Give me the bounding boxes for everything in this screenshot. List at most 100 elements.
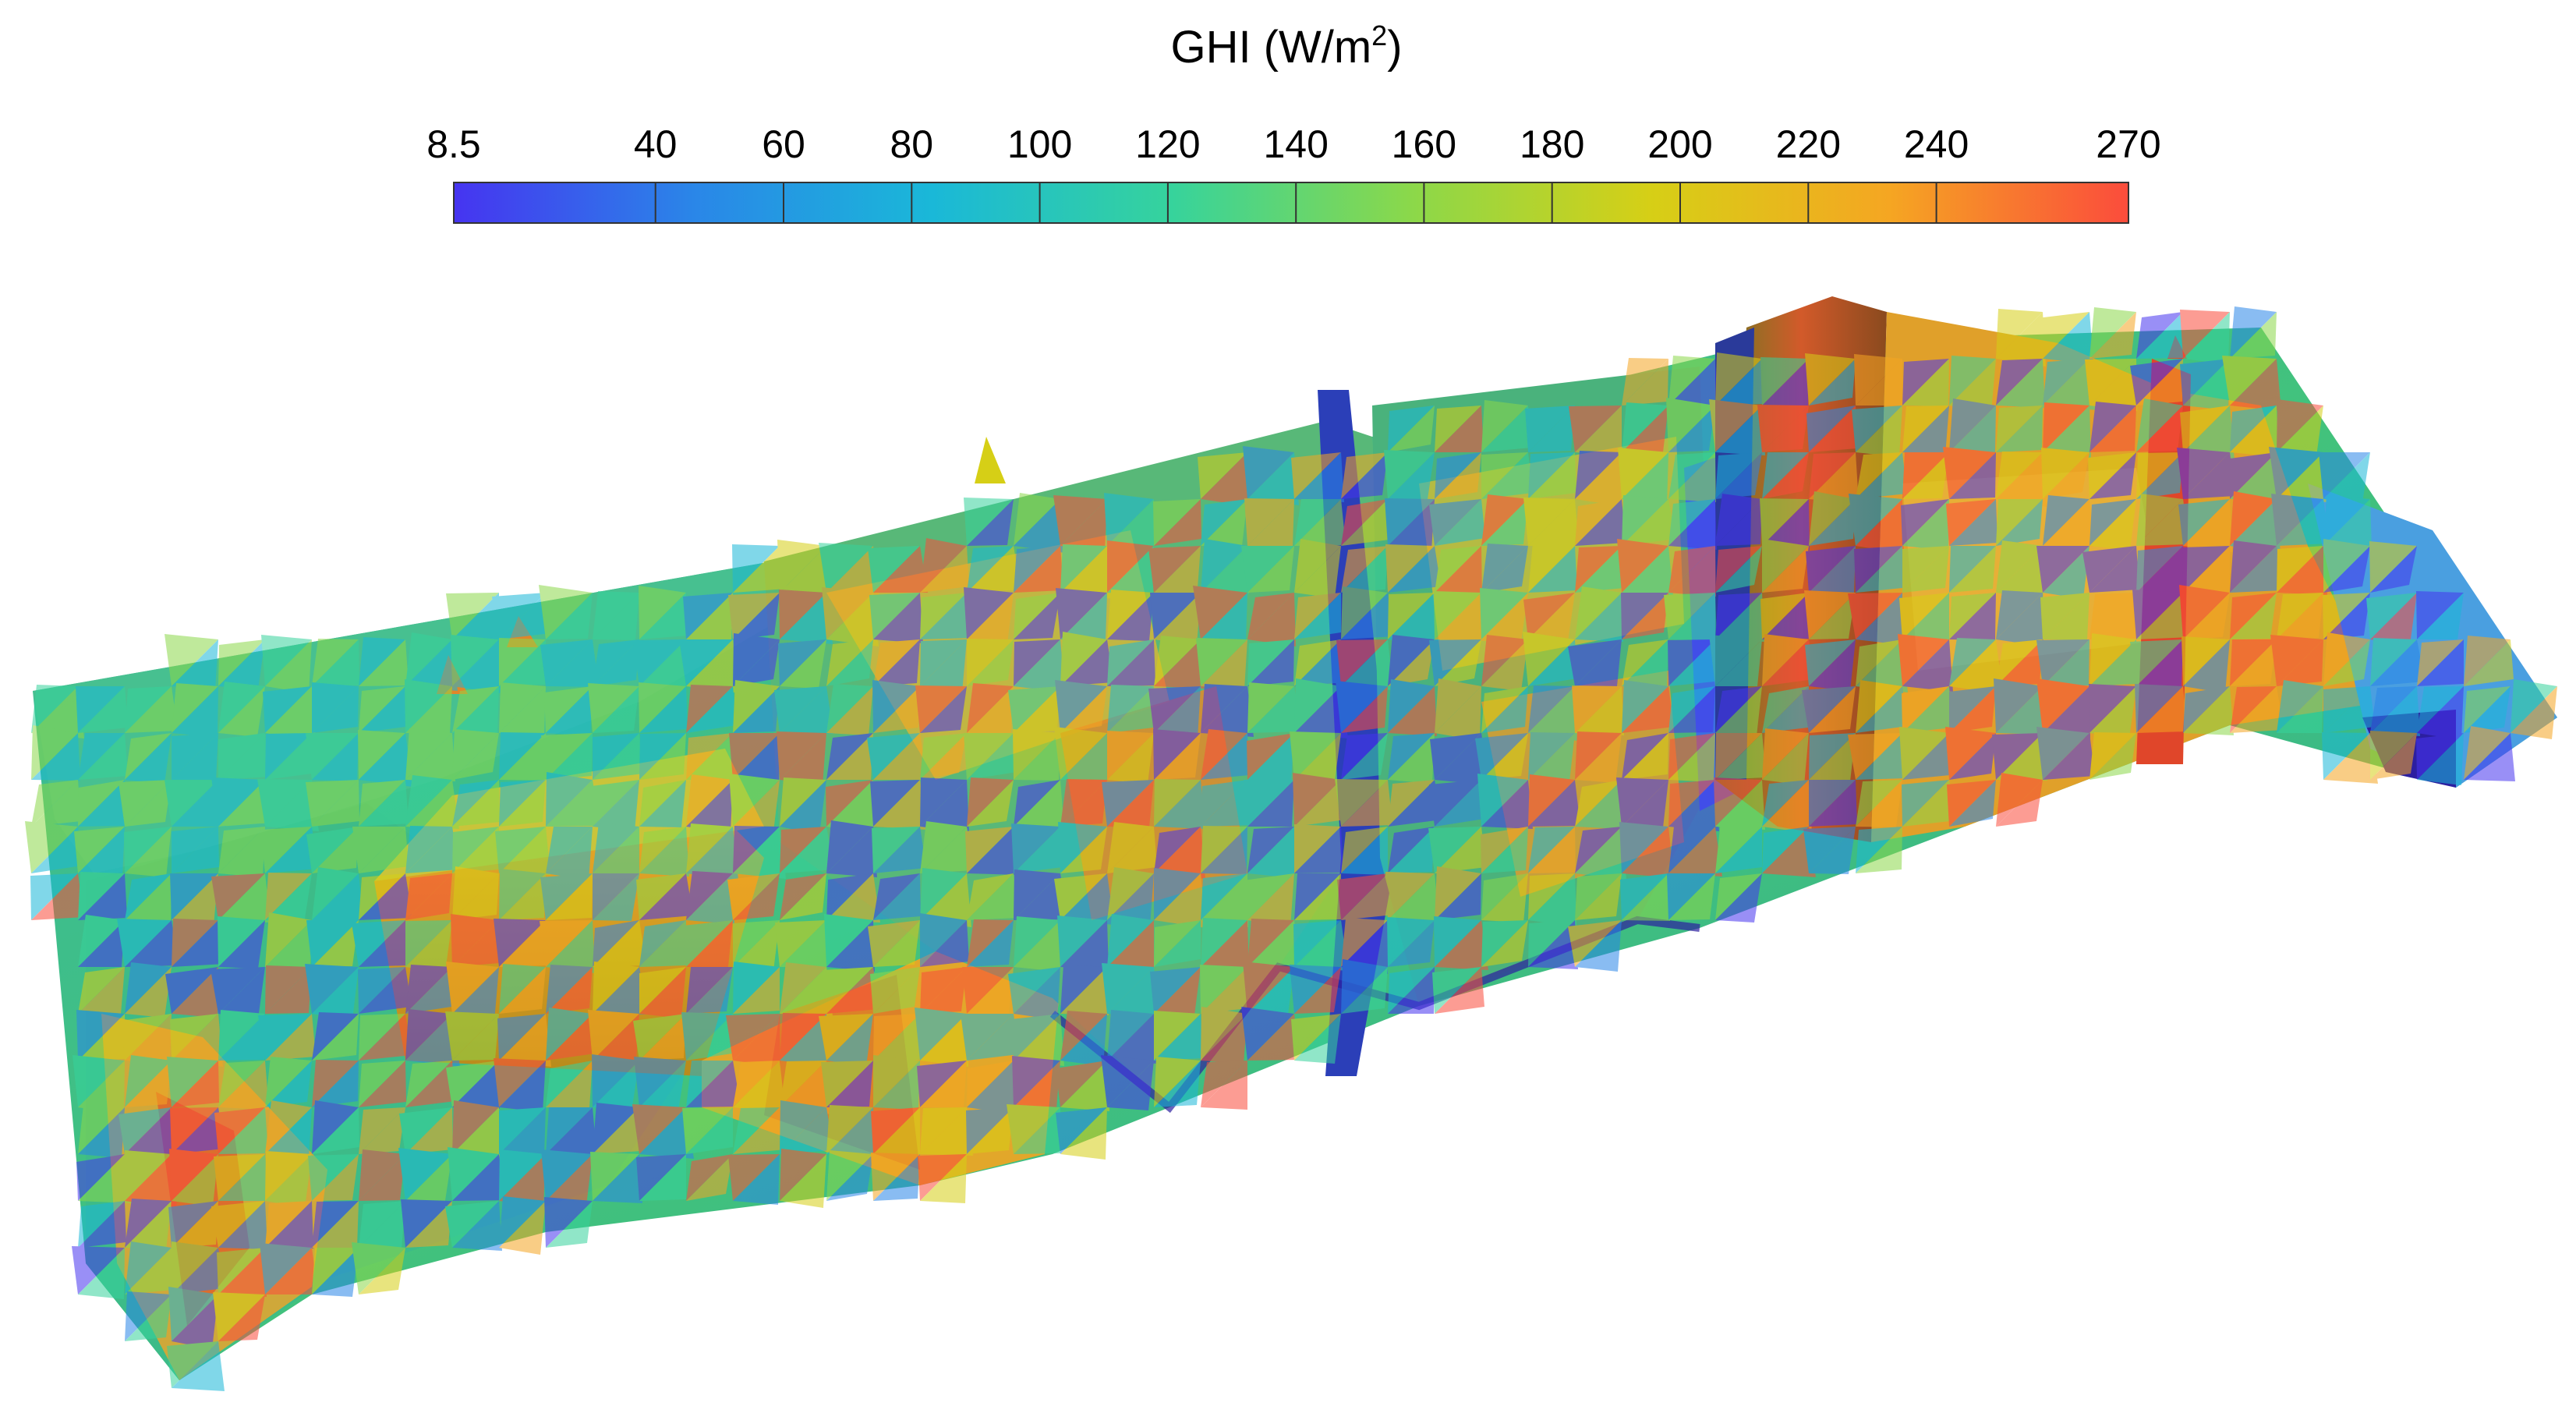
mesh-triangle [1247, 827, 1294, 878]
mesh-triangle [1849, 494, 1902, 546]
mesh-triangle [265, 1057, 312, 1107]
mesh-triangle [826, 639, 873, 686]
mesh-triangle [1715, 406, 1765, 455]
mesh-triangle [260, 1243, 312, 1294]
mesh-triangle [593, 591, 639, 639]
colorbar-tick-label: 120 [1135, 122, 1200, 166]
mesh-triangle [2183, 312, 2230, 364]
colorbar-tick-label: 270 [2096, 122, 2160, 166]
mesh-triangle [1060, 499, 1107, 551]
mesh-triangle [2089, 452, 2136, 499]
mesh-triangle [1435, 866, 1481, 920]
mesh-triangle [452, 827, 499, 873]
mesh-triangle [125, 1107, 172, 1156]
colorbar-tick-label: 80 [890, 122, 933, 166]
mesh-triangle [165, 967, 218, 1014]
mesh-triangle [265, 1014, 316, 1061]
mesh-triangle [1154, 1057, 1201, 1107]
mesh-triangle [78, 1061, 125, 1114]
mesh-triangle [1949, 780, 1996, 827]
mesh-triangle [1949, 406, 1996, 452]
mesh-triangle [964, 587, 1014, 639]
mesh-triangle [639, 733, 686, 780]
mesh-triangle [1294, 1014, 1341, 1064]
mesh-triangle [78, 915, 125, 967]
mesh-triangle [211, 1201, 265, 1248]
mesh-triangle [686, 1014, 733, 1061]
mesh-triangle [593, 733, 643, 780]
mesh-triangle [1014, 1061, 1060, 1109]
mesh-triangle [777, 540, 826, 593]
mesh-triangle [1481, 920, 1528, 967]
mesh-triangle [78, 872, 125, 920]
mesh-triangle [967, 733, 1017, 780]
mesh-triangle [1760, 498, 1809, 546]
mesh-triangle [125, 873, 172, 923]
mesh-triangle [2179, 585, 2230, 639]
mesh-triangle [257, 779, 312, 827]
mesh-triangle [499, 964, 546, 1014]
mesh-triangle [639, 780, 686, 827]
mesh-triangle [1715, 352, 1762, 406]
mesh-triangle [1107, 1010, 1154, 1061]
mesh-triangle [2366, 593, 2417, 639]
mesh-triangle [1201, 918, 1247, 967]
mesh-triangle [1201, 684, 1247, 733]
mesh-triangle [774, 686, 826, 733]
mesh-triangle [1809, 499, 1856, 546]
mesh-triangle [1060, 544, 1107, 593]
mesh-triangle [172, 686, 218, 738]
mesh-triangle [1053, 495, 1107, 546]
mesh-triangle [2323, 686, 2375, 733]
mesh-triangle [359, 873, 412, 920]
mesh-triangle [1902, 639, 1953, 692]
mesh-triangle [1054, 873, 1107, 920]
mesh-triangle [1525, 406, 1575, 452]
mesh-triangle [733, 639, 780, 686]
mesh-triangle [546, 772, 593, 827]
mesh-triangle [1154, 593, 1201, 646]
mesh-triangle [312, 1014, 359, 1061]
mesh-triangle [632, 1104, 686, 1154]
mesh-triangle [873, 1061, 920, 1110]
mesh-triangle [1435, 827, 1486, 873]
mesh-triangle [868, 546, 920, 593]
mesh-triangle [1294, 546, 1341, 598]
mesh-triangle [2036, 546, 2089, 593]
mesh-triangle [1809, 780, 1857, 827]
mesh-triangle [726, 1014, 780, 1061]
mesh-triangle [2136, 593, 2189, 639]
mesh-triangle [2323, 639, 2370, 686]
mesh-triangle [405, 967, 457, 1014]
mesh-triangle [1802, 686, 1856, 733]
mesh-triangle [218, 733, 269, 780]
mesh-triangle [823, 967, 873, 1014]
mesh-triangle [1902, 686, 1949, 733]
mesh-triangle [1335, 779, 1388, 827]
mesh-triangle [870, 967, 920, 1014]
mesh-triangle [967, 1014, 1019, 1061]
mesh-triangle [593, 1107, 642, 1154]
mesh-triangle [1384, 450, 1435, 499]
mesh-triangle [172, 1341, 225, 1391]
mesh-triangle [312, 1012, 359, 1061]
mesh-triangle [1856, 499, 1904, 554]
mesh-triangle [306, 733, 359, 780]
mesh-triangle [1011, 1014, 1060, 1061]
mesh-triangle [1154, 499, 1201, 546]
mesh-triangle [2277, 686, 2323, 733]
mesh-triangle [125, 733, 172, 784]
mesh-triangle [2043, 359, 2097, 410]
mesh-triangle [359, 1154, 405, 1201]
mesh-triangle [1848, 733, 1902, 780]
mesh-triangle [359, 1149, 405, 1201]
mesh-triangle [499, 920, 549, 967]
mesh-triangle [1429, 639, 1481, 686]
mesh-triangle [1805, 353, 1856, 406]
mesh-triangle [1154, 920, 1201, 967]
mesh-triangle [920, 639, 967, 692]
mesh-triangle [125, 686, 178, 733]
mesh-triangle [1949, 499, 1997, 546]
mesh-triangle [1528, 543, 1575, 593]
mesh-triangle [169, 1149, 218, 1201]
